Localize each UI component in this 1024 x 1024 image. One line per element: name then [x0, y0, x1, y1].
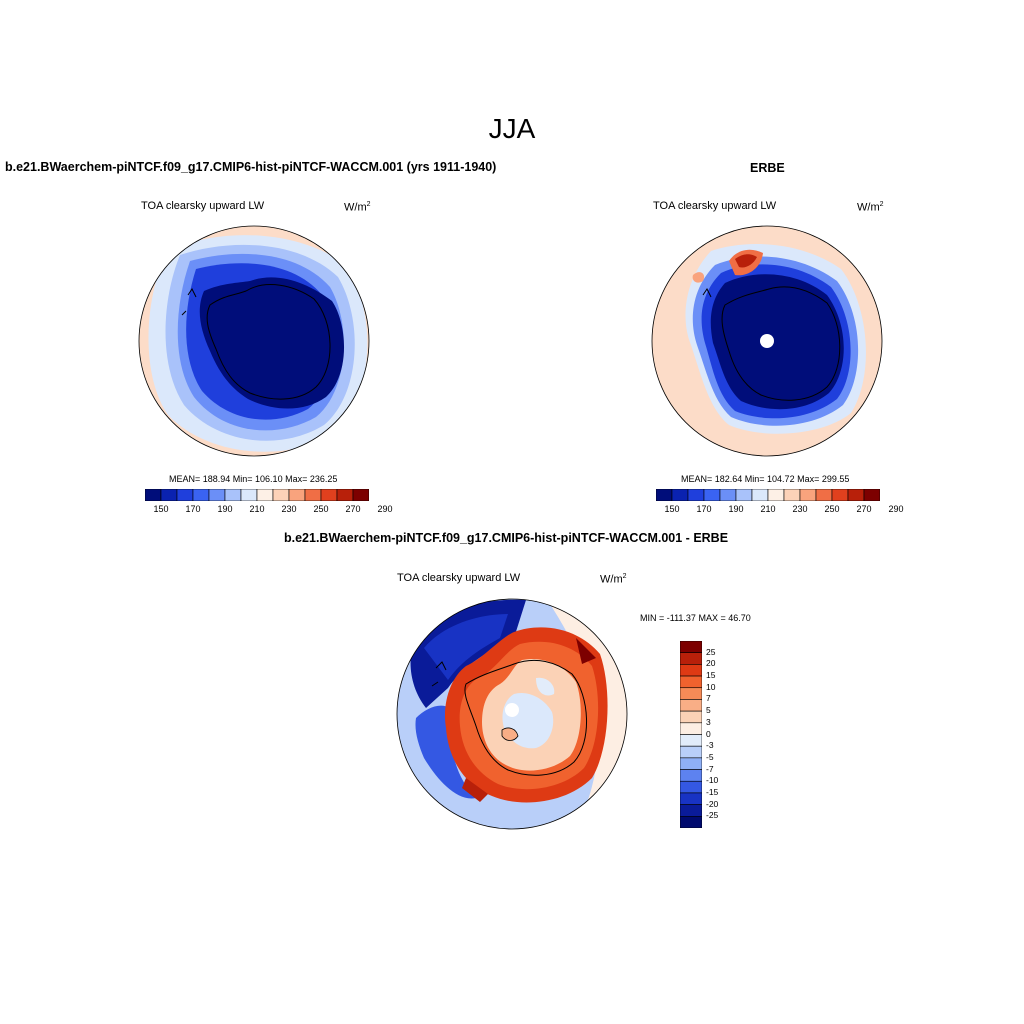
panel1-unit-label: W/m2	[344, 201, 371, 214]
panel3-colorbar-swatch	[680, 792, 702, 805]
panel3-colorbar-swatch	[680, 734, 702, 747]
panel3-variable-label: TOA clearsky upward LW	[397, 572, 521, 584]
panel2-colorbar	[656, 489, 880, 501]
panel3-unit-label: W/m2	[600, 573, 627, 586]
panel2-colorbar-tick-label: 230	[792, 504, 808, 514]
panel1-colorbar-swatch	[224, 489, 242, 501]
super-title: JJA	[488, 113, 536, 144]
panel2-colorbar-swatch	[767, 489, 785, 501]
panel3-colorbar-swatch	[680, 816, 702, 828]
panel2-colorbar-swatch	[656, 489, 673, 501]
panel3-colorbar-tick-label: 3	[706, 716, 711, 727]
panel1-colorbar-tick-label: 190	[217, 504, 233, 514]
panel2-stats: MEAN= 182.64 Min= 104.72 Max= 299.55	[681, 474, 850, 484]
panel3-title: b.e21.BWaerchem-piNTCF.f09_g17.CMIP6-his…	[284, 531, 729, 545]
panel3-colorbar-tick-label: 10	[706, 681, 716, 692]
panel1-colorbar-tick-label: 210	[249, 504, 265, 514]
panel3-colorbar-swatch	[680, 722, 702, 735]
panel2-map	[651, 225, 883, 457]
panel2-colorbar-swatch	[671, 489, 689, 501]
panel1-colorbar-tick-label: 230	[281, 504, 297, 514]
panel1-variable-label: TOA clearsky upward LW	[141, 200, 265, 212]
panel1-colorbar-swatch	[208, 489, 226, 501]
panel1-colorbar-tick-label: 170	[185, 504, 201, 514]
panel3-colorbar-swatch	[680, 687, 702, 700]
panel2-variable-label: TOA clearsky upward LW	[653, 200, 777, 212]
panel3-colorbar-swatch	[680, 745, 702, 759]
panel2-colorbar-swatch	[703, 489, 721, 501]
panel1-title: b.e21.BWaerchem-piNTCF.f09_g17.CMIP6-his…	[5, 160, 497, 174]
panel2-colorbar-swatch	[751, 489, 769, 501]
panel3-stats: MIN = -111.37 MAX = 46.70	[640, 613, 751, 623]
panel3-colorbar-tick-label: 25	[706, 646, 716, 657]
panel2-colorbar-tick-label: 150	[664, 504, 680, 514]
panel2-colorbar-tick-label: 190	[728, 504, 744, 514]
panel3-colorbar-tick-label: 7	[706, 693, 711, 704]
panel3-colorbar-swatch	[680, 675, 702, 689]
panel3-colorbar-swatch	[680, 664, 702, 677]
panel2-colorbar-swatch	[719, 489, 737, 501]
panel1-colorbar-swatch	[304, 489, 322, 501]
panel3-colorbar-tick-label: 0	[706, 728, 711, 739]
panel3-colorbar-swatch	[680, 780, 702, 794]
panel2-colorbar-swatch	[847, 489, 865, 501]
panel3-colorbar-tick-label: -20	[706, 798, 719, 809]
panel2-colorbar-tick-label: 210	[760, 504, 776, 514]
panel2-colorbar-swatch	[863, 489, 880, 501]
panel1-colorbar-tick-label: 150	[153, 504, 169, 514]
panel1-colorbar-tick-label: 250	[313, 504, 329, 514]
panel2-colorbar-swatch	[687, 489, 705, 501]
panel2-colorbar-swatch	[815, 489, 833, 501]
panel2-colorbar-swatch	[799, 489, 817, 501]
panel3-colorbar-tick-label: -7	[706, 763, 714, 774]
panel1-colorbar-swatch	[176, 489, 194, 501]
panel2-colorbar-tick-label: 290	[888, 504, 904, 514]
panel3-map	[396, 598, 628, 830]
panel2-colorbar-tick-label: 170	[696, 504, 712, 514]
panel1-colorbar-swatch	[145, 489, 162, 501]
panel3-colorbar-tick-label: -3	[706, 740, 714, 751]
panel3-colorbar-ticks: 25 20 15 10 7 5 3 0 -3 -5 -7 -10 -15 -20 -25	[706, 641, 736, 828]
panel3-colorbar-swatch	[680, 652, 702, 665]
panel1-colorbar-swatch	[288, 489, 306, 501]
panel3-colorbar-tick-label: 5	[706, 705, 711, 716]
panel1-colorbar-swatch	[160, 489, 178, 501]
panel3-colorbar-swatch	[680, 699, 702, 712]
panel2-title: ERBE	[750, 161, 785, 175]
panel3-colorbar-tick-label: 20	[706, 658, 716, 669]
panel1-colorbar-swatch	[256, 489, 274, 501]
panel3-colorbar-tick-label: -15	[706, 786, 719, 797]
panel1-colorbar-tick-label: 270	[345, 504, 361, 514]
panel2-colorbar-swatch	[735, 489, 753, 501]
panel2-colorbar-tick-label: 270	[856, 504, 872, 514]
panel3-colorbar-swatch	[680, 710, 702, 724]
panel2-colorbar-swatch	[783, 489, 801, 501]
panel3-colorbar-tick-label: -25	[706, 810, 719, 821]
panel3-colorbar-tick-label: -10	[706, 775, 719, 786]
panel3-colorbar-swatch	[680, 804, 702, 817]
panel1-colorbar	[145, 489, 369, 501]
panel3-colorbar-swatch	[680, 641, 702, 653]
panel3-colorbar	[680, 641, 702, 828]
panel2-colorbar-ticks: 150 170 190 210 230 250 270 290	[656, 504, 903, 516]
panel3-colorbar-tick-label: 15	[706, 670, 716, 681]
panel2-colorbar-swatch	[831, 489, 849, 501]
panel1-colorbar-ticks: 150 170 190 210 230 250 270 290	[145, 504, 392, 516]
panel2-unit-label: W/m2	[857, 201, 884, 214]
panel3-colorbar-swatch	[680, 769, 702, 782]
panel1-colorbar-swatch	[336, 489, 354, 501]
panel3-colorbar-tick-label: -5	[706, 751, 714, 762]
panel1-colorbar-tick-label: 290	[377, 504, 393, 514]
panel1-colorbar-swatch	[240, 489, 258, 501]
panel1-map	[138, 225, 370, 457]
panel2-colorbar-tick-label: 250	[824, 504, 840, 514]
panel3-colorbar-swatch	[680, 757, 702, 770]
panel1-colorbar-swatch	[272, 489, 290, 501]
panel1-colorbar-swatch	[320, 489, 338, 501]
panel1-stats: MEAN= 188.94 Min= 106.10 Max= 236.25	[169, 474, 338, 484]
panel1-colorbar-swatch	[352, 489, 369, 501]
panel1-colorbar-swatch	[192, 489, 210, 501]
